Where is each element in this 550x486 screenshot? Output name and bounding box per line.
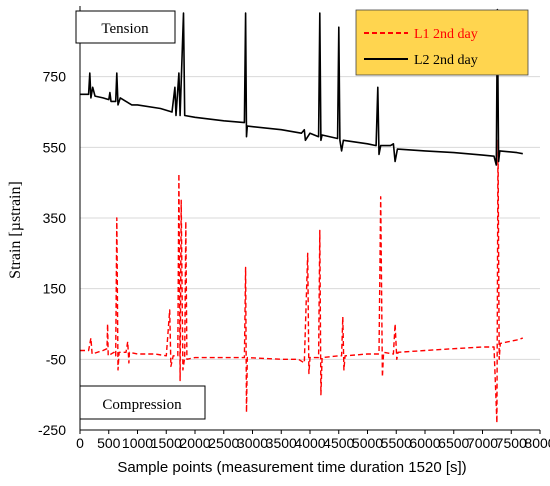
series-layer [80, 8, 524, 424]
x-tick-label: 3000 [237, 435, 268, 451]
x-tick-label: 500 [97, 435, 121, 451]
x-tick-label: 6000 [409, 435, 440, 451]
legend: L1 2nd day L2 2nd day [355, 9, 529, 76]
tension-box [75, 10, 176, 44]
series-line-1 [80, 139, 524, 424]
compression-box [79, 385, 206, 420]
y-axis-label: Strain [µstrain] [7, 181, 24, 279]
x-tick-label: 6500 [438, 435, 469, 451]
x-tick-labels: 0 500 100015002000250030003500400045005000… [76, 430, 550, 451]
compression-label: Compression [102, 397, 182, 413]
x-tick-label: 0 [76, 435, 84, 451]
y-tick-label: 150 [43, 281, 67, 297]
y-tick-label: 750 [43, 69, 67, 85]
tension-label: Tension [101, 21, 149, 37]
y-tick-label: -250 [38, 422, 66, 438]
x-tick-label: 8000 [524, 435, 550, 451]
x-tick-label: 4500 [323, 435, 354, 451]
x-tick-label: 7500 [496, 435, 527, 451]
y-tick-label: 550 [43, 139, 67, 155]
x-tick-label: 2500 [208, 435, 239, 451]
legend-label-l2: L2 2nd day [414, 53, 478, 68]
x-tick-label: 2000 [179, 435, 210, 451]
y-tick-label: 350 [43, 210, 67, 226]
y-tick-labels: -250 -50 150 350 550 750 [38, 69, 66, 438]
x-tick-label: 7000 [467, 435, 498, 451]
legend-label-l1: L1 2nd day [414, 27, 478, 42]
series-line-2 [80, 8, 523, 166]
x-tick-label: 4000 [294, 435, 325, 451]
legend-box [355, 9, 529, 76]
x-tick-label: 1500 [151, 435, 182, 451]
compression-annotation: Compression [79, 385, 206, 420]
x-tick-label: 1000 [122, 435, 153, 451]
x-tick-label: 5000 [352, 435, 383, 451]
gridlines [80, 76, 540, 431]
y-tick-label: -50 [46, 351, 66, 367]
x-tick-label: 3500 [266, 435, 297, 451]
x-axis-label: Sample points (measurement time duration… [117, 459, 466, 476]
tension-annotation: Tension [75, 10, 176, 44]
x-tick-label: 5500 [381, 435, 412, 451]
